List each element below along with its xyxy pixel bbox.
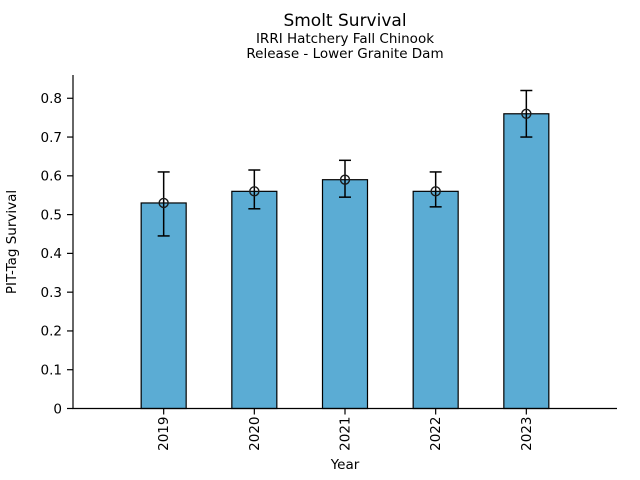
y-tick-label: 0.6 — [41, 169, 62, 185]
bar-2022 — [412, 190, 459, 410]
x-axis-label: Year — [330, 457, 360, 473]
bar-2021 — [321, 179, 369, 410]
x-tick-label-2020: 2020 — [247, 417, 263, 451]
y-tick-label: 0 — [53, 401, 62, 417]
point-marker-2023 — [521, 108, 532, 119]
chart-subtitle-line1: IRRI Hatchery Fall Chinook — [255, 31, 435, 47]
axes-group: 0 0.1 0.2 0.3 0.4 0.5 0.6 0.7 0.8 2019 2020 2021 202… — [41, 75, 617, 451]
y-tick-label: 0.1 — [41, 363, 62, 379]
y-tick-label: 0.5 — [41, 207, 62, 223]
point-marker-2019 — [158, 197, 169, 209]
bar-2019 — [140, 202, 187, 410]
x-tick-label-2021: 2021 — [338, 417, 354, 451]
y-tick-label: 0.8 — [41, 91, 62, 107]
x-tick-label-2019: 2019 — [156, 417, 172, 451]
point-marker-2021 — [339, 174, 351, 185]
y-axis-label: PIT-Tag Survival — [4, 190, 20, 294]
x-tick-label-2022: 2022 — [428, 417, 444, 451]
chart-title: Smolt Survival — [283, 11, 407, 31]
error-bars-group — [157, 89, 533, 237]
y-tick-label: 0.2 — [41, 324, 62, 340]
x-tick-label-2023: 2023 — [519, 417, 535, 451]
chart-subtitle-line2: Release - Lower Granite Dam — [246, 46, 444, 62]
y-tick-label: 0.3 — [41, 285, 62, 301]
y-tick-label: 0.4 — [41, 246, 62, 262]
bar-2023 — [503, 113, 550, 410]
y-tick-label: 0.7 — [41, 130, 62, 146]
point-marker-2022 — [430, 186, 441, 197]
bar-2020 — [231, 190, 278, 410]
bars-group — [140, 113, 550, 410]
point-marker-2020 — [249, 186, 260, 197]
